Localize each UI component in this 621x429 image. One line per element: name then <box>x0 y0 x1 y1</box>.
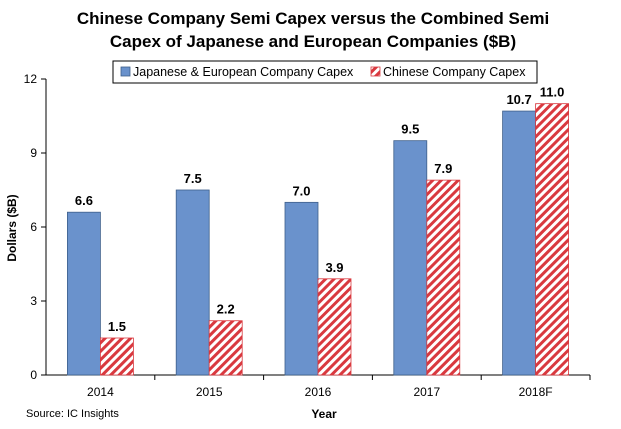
plot-area: 0 3 6 9 12 6.6 1.5 2014 7.5 2.2 2015 7.0 3.9 2016 9.5 7… <box>24 72 591 399</box>
bar-japanese-european-2014 <box>67 211 101 376</box>
x-axis-title: Year <box>311 407 337 421</box>
bar-chinese-2015 <box>208 320 243 376</box>
chart-title-line2: Capex of Japanese and European Companies… <box>110 32 516 51</box>
bar-chinese-2016 <box>317 278 352 376</box>
data-label-japanese-european-2016: 7.0 <box>292 183 310 198</box>
x-tick-label-3: 2017 <box>413 385 440 399</box>
bar-chinese-2018F <box>535 103 569 376</box>
y-tick-label-2: 6 <box>30 220 37 234</box>
y-tick-label-1: 3 <box>30 294 37 308</box>
data-label-japanese-european-2017: 9.5 <box>401 122 419 137</box>
bar-japanese-european-2017 <box>393 140 428 376</box>
y-tick-label-3: 9 <box>30 146 37 160</box>
y-axis-title: Dollars ($B) <box>5 194 19 261</box>
legend-swatch-japanese-european <box>120 66 131 77</box>
x-tick-label-1: 2015 <box>196 385 223 399</box>
bar-japanese-european-2016 <box>284 201 319 376</box>
y-tick-label-0: 0 <box>30 368 37 382</box>
legend-box <box>112 60 538 84</box>
x-tick-label-2: 2016 <box>305 385 332 399</box>
legend-label-chinese: Chinese Company Capex <box>383 65 526 79</box>
bar-japanese-european-2015 <box>175 189 210 376</box>
data-label-japanese-european-2018F: 10.7 <box>506 92 531 107</box>
x-tick-label-0: 2014 <box>87 385 114 399</box>
y-tick-label-4: 12 <box>24 72 38 86</box>
data-label-chinese-2018F: 11.0 <box>540 85 565 100</box>
chart-title-line1: Chinese Company Semi Capex versus the Co… <box>77 9 549 28</box>
bar-chinese-2017 <box>426 179 461 376</box>
data-label-chinese-2015: 2.2 <box>217 302 235 317</box>
data-label-japanese-european-2015: 7.5 <box>184 171 202 186</box>
x-tick-label-4: 2018F <box>519 385 553 399</box>
data-label-chinese-2017: 7.9 <box>434 161 452 176</box>
bar-japanese-european-2018F <box>502 110 537 376</box>
data-label-chinese-2016: 3.9 <box>325 260 343 275</box>
bar-chinese-2014 <box>100 337 134 376</box>
source-note: Source: IC Insights <box>26 408 119 420</box>
legend-label-japanese-european: Japanese & European Company Capex <box>133 65 354 79</box>
data-label-japanese-european-2014: 6.6 <box>75 193 93 208</box>
legend-swatch-chinese <box>370 66 381 77</box>
data-label-chinese-2014: 1.5 <box>108 319 126 334</box>
legend: Japanese & European Company Capex Chines… <box>112 60 538 84</box>
